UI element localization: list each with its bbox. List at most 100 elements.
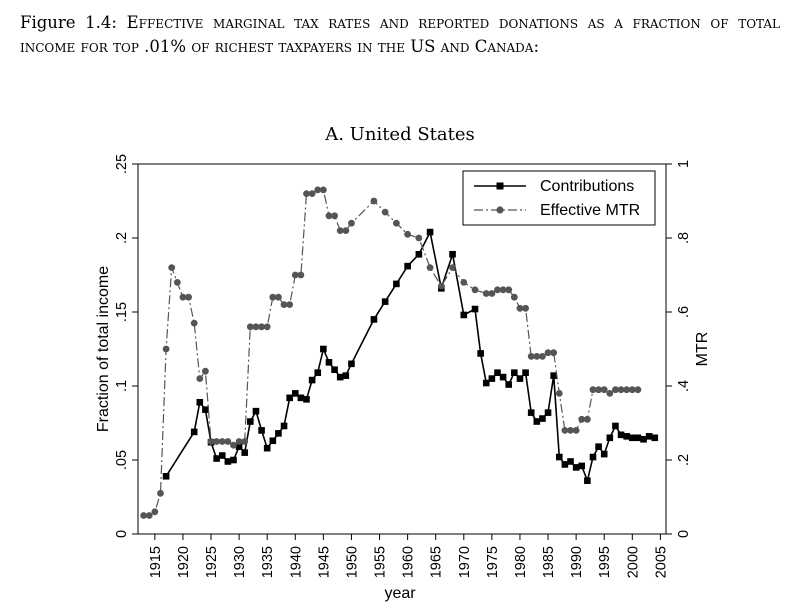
point-effective-mtr-1946: [325, 212, 333, 220]
point-contributions-1982: [527, 409, 535, 416]
point-effective-mtr-1930: [235, 438, 243, 445]
x-tick-label-1915: 1915: [148, 546, 164, 578]
point-contributions-1931: [241, 449, 249, 456]
point-contributions-1942: [303, 396, 310, 403]
point-effective-mtr-1972: [471, 286, 479, 294]
point-contributions-1989: [567, 458, 574, 465]
point-effective-mtr-1958: [392, 219, 400, 227]
point-effective-mtr-1944: [314, 186, 322, 194]
legend-contributions-marker: [496, 182, 504, 190]
point-contributions-2004: [651, 434, 659, 442]
point-contributions-1943: [308, 376, 316, 384]
point-effective-mtr-1997: [612, 386, 619, 394]
point-effective-mtr-1920: [179, 293, 187, 301]
point-effective-mtr-1987: [555, 390, 563, 397]
y-left-tick-label-3: .15: [114, 302, 130, 322]
point-effective-mtr-1956: [381, 208, 389, 216]
point-contributions-1924: [202, 406, 209, 413]
point-effective-mtr-1995: [600, 386, 608, 394]
point-effective-mtr-1984: [539, 353, 546, 360]
point-effective-mtr-2000: [628, 386, 636, 394]
point-contributions-1926: [213, 455, 220, 462]
point-contributions-1984: [539, 415, 546, 422]
point-effective-mtr-1962: [415, 234, 423, 242]
point-effective-mtr-1975: [488, 290, 496, 297]
point-effective-mtr-1919: [173, 279, 181, 286]
point-contributions-1990: [572, 464, 580, 471]
y-right-tick-label-3: .6: [676, 306, 692, 318]
point-effective-mtr-1966: [437, 282, 445, 290]
point-contributions-1985: [544, 409, 552, 416]
point-effective-mtr-1982: [527, 353, 535, 360]
x-tick-label-1940: 1940: [288, 546, 304, 578]
legend-label-mtr: Effective MTR: [540, 202, 640, 219]
point-effective-mtr-1925: [207, 438, 215, 445]
point-effective-mtr-1991: [578, 415, 586, 423]
point-effective-mtr-1994: [595, 386, 602, 394]
point-contributions-1983: [533, 418, 541, 425]
point-effective-mtr-1979: [510, 293, 518, 301]
point-effective-mtr-1914: [145, 512, 153, 519]
point-effective-mtr-1960: [404, 230, 412, 238]
point-contributions-1938: [280, 422, 288, 430]
point-contributions-1949: [342, 372, 350, 379]
point-contributions-1956: [381, 298, 389, 305]
x-tick-label-1975: 1975: [485, 546, 501, 578]
point-contributions-1923: [196, 398, 204, 406]
point-effective-mtr-1921: [185, 293, 192, 301]
point-effective-mtr-1931: [241, 438, 249, 445]
point-effective-mtr-1978: [505, 286, 513, 294]
point-effective-mtr-1933: [252, 323, 260, 331]
point-effective-mtr-1942: [303, 190, 310, 198]
point-contributions-1928: [224, 458, 232, 465]
y-axis-right-label: MTR: [694, 332, 711, 367]
point-contributions-1992: [584, 477, 591, 485]
figure-caption: Figure 1.4: Effective marginal tax rates…: [20, 11, 780, 59]
point-contributions-1979: [511, 369, 518, 376]
point-contributions-1976: [494, 369, 501, 376]
x-tick-label-1960: 1960: [401, 546, 417, 578]
point-contributions-1917: [162, 472, 170, 480]
point-contributions-1948: [336, 373, 344, 381]
point-effective-mtr-1915: [151, 508, 159, 516]
x-tick-label-1980: 1980: [513, 546, 529, 578]
point-contributions-1991: [578, 462, 586, 470]
point-contributions-1936: [269, 437, 277, 445]
y-right-tick-label-4: .8: [676, 232, 692, 244]
point-effective-mtr-1983: [533, 353, 541, 360]
point-effective-mtr-1916: [157, 489, 164, 497]
point-contributions-1996: [606, 434, 614, 442]
point-contributions-1974: [482, 379, 490, 387]
point-contributions-1922: [190, 428, 198, 436]
point-effective-mtr-1935: [263, 323, 271, 331]
point-effective-mtr-1992: [583, 415, 591, 423]
point-effective-mtr-1949: [342, 227, 350, 235]
point-contributions-1947: [331, 366, 338, 374]
point-contributions-1994: [595, 443, 602, 450]
x-tick-label-1955: 1955: [373, 546, 389, 578]
point-contributions-1988: [561, 461, 569, 468]
point-effective-mtr-1976: [494, 286, 501, 294]
point-contributions-1945: [320, 345, 327, 353]
point-contributions-1929: [230, 456, 237, 464]
point-effective-mtr-1923: [196, 375, 204, 382]
point-effective-mtr-1977: [499, 286, 507, 294]
x-tick-label-1985: 1985: [541, 546, 557, 578]
point-contributions-1981: [522, 369, 529, 376]
point-contributions-2000: [628, 434, 636, 442]
point-effective-mtr-1941: [297, 271, 305, 279]
point-contributions-1968: [449, 250, 456, 258]
point-effective-mtr-1943: [308, 190, 316, 198]
caption-text: Effective marginal tax rates and reporte…: [20, 13, 781, 56]
point-contributions-1962: [415, 250, 423, 258]
point-contributions-1964: [426, 228, 434, 236]
x-tick-label-1990: 1990: [569, 546, 585, 578]
y-left-tick-label-4: .2: [114, 232, 130, 244]
x-tick-label-1925: 1925: [204, 546, 220, 578]
point-contributions-1937: [275, 430, 282, 437]
plot-title: A. United States: [324, 124, 475, 145]
point-effective-mtr-1988: [561, 427, 569, 434]
point-effective-mtr-1989: [567, 427, 574, 434]
point-effective-mtr-1928: [224, 438, 232, 445]
point-contributions-1975: [488, 375, 496, 382]
